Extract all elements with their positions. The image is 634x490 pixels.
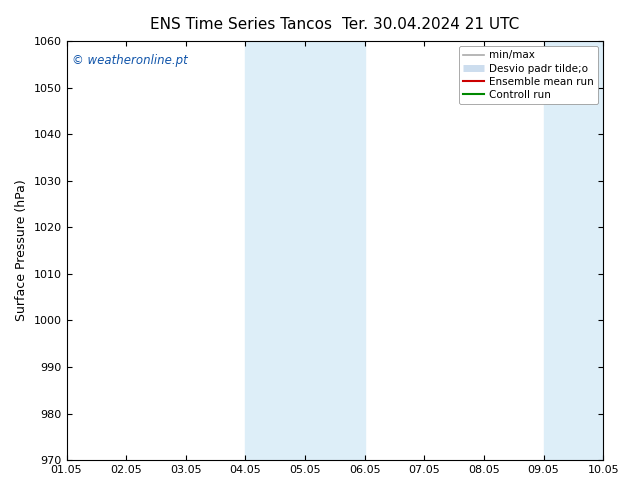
- Bar: [543, 41, 603, 460]
- Text: ENS Time Series Tancos: ENS Time Series Tancos: [150, 17, 332, 32]
- Bar: [245, 41, 365, 460]
- Y-axis label: Surface Pressure (hPa): Surface Pressure (hPa): [15, 180, 28, 321]
- Text: © weatheronline.pt: © weatheronline.pt: [72, 53, 188, 67]
- Text: Ter. 30.04.2024 21 UTC: Ter. 30.04.2024 21 UTC: [342, 17, 520, 32]
- Legend: min/max, Desvio padr tilde;o, Ensemble mean run, Controll run: min/max, Desvio padr tilde;o, Ensemble m…: [459, 46, 598, 104]
